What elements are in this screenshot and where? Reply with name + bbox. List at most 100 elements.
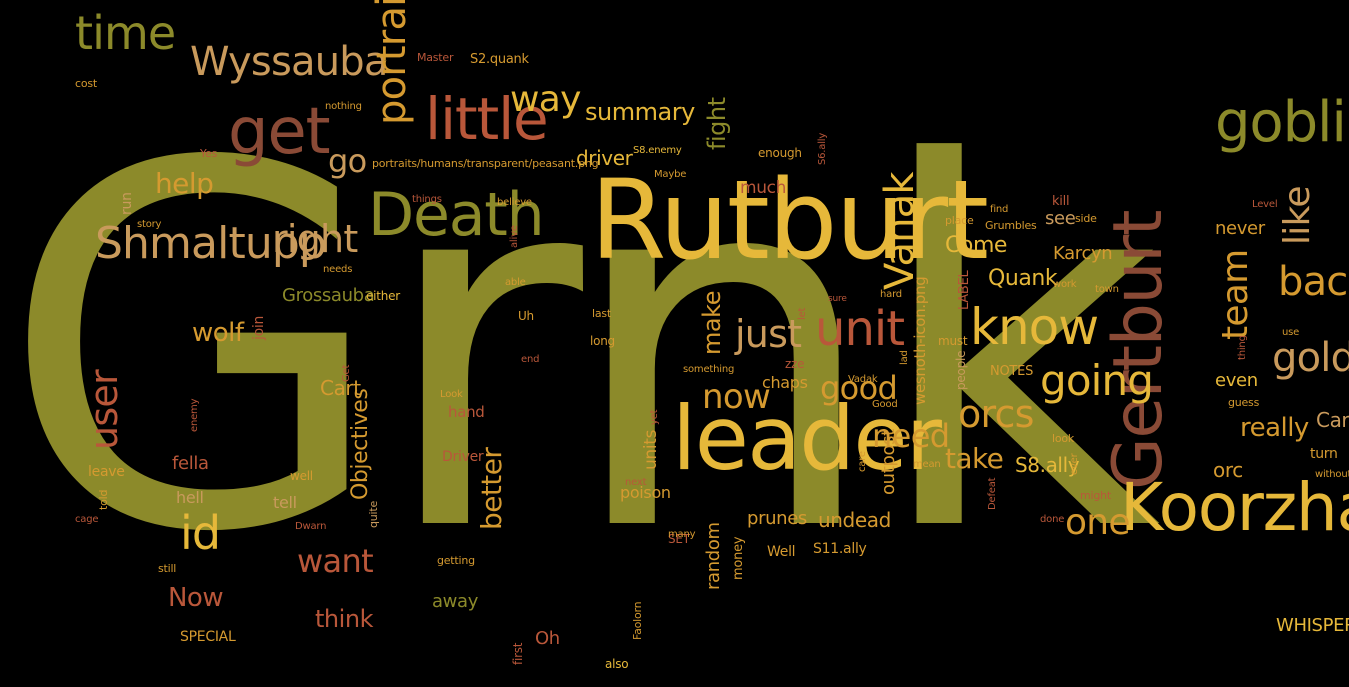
cloud-word: portrait [369, 0, 415, 125]
cloud-word: Uh [518, 309, 534, 323]
cloud-word: people [954, 350, 968, 390]
cloud-word: undead [818, 508, 891, 532]
cloud-word: Death [368, 180, 545, 250]
cloud-word: Maybe [654, 169, 687, 180]
cloud-word: Dwarn [295, 521, 327, 532]
cloud-word: tell [273, 493, 297, 512]
cloud-word: back [1278, 259, 1349, 305]
cloud-word: portraits/humans/transparent/peasant.png [372, 157, 599, 170]
cloud-word: LABEL [957, 270, 972, 310]
cloud-word: Oh [535, 628, 560, 649]
cloud-word: enemy [189, 398, 200, 432]
cloud-word: join [251, 315, 267, 340]
cloud-word: Grossauba [282, 285, 375, 306]
cloud-word: needs [323, 264, 353, 275]
cloud-word: Master [417, 51, 454, 64]
cloud-word: Look [440, 389, 463, 400]
cloud-word: sure [828, 294, 847, 304]
cloud-word: zze [785, 357, 805, 371]
cloud-word: turn [1310, 446, 1338, 462]
cloud-word: never [1215, 218, 1265, 239]
cloud-word: look [1052, 432, 1075, 445]
cloud-word: Karcyn [1053, 243, 1113, 264]
cloud-word: Now [168, 583, 224, 613]
cloud-word: without [1315, 469, 1349, 480]
cloud-word: run [119, 192, 135, 215]
cloud-word: kill [1052, 194, 1070, 209]
cloud-word: might [1080, 489, 1111, 502]
cloud-word: need [872, 417, 950, 455]
cloud-word: Good [872, 399, 898, 410]
cloud-word: end [521, 354, 540, 365]
cloud-word: much [740, 178, 787, 198]
cloud-word: get [228, 95, 331, 169]
cloud-word: S8.enemy [633, 145, 682, 156]
cloud-word: long [590, 334, 615, 348]
cloud-word: think [315, 605, 373, 633]
cloud-word: believe [497, 197, 532, 208]
cloud-word: hell [176, 488, 204, 507]
cloud-word: find [990, 204, 1009, 215]
cloud-word: fella [172, 453, 209, 474]
cloud-word: go [328, 142, 367, 180]
cloud-word: Wyssauba [190, 39, 388, 85]
cloud-word: really [1240, 413, 1309, 443]
cloud-word: work [1053, 279, 1077, 290]
cloud-word: team [1215, 249, 1256, 340]
cloud-word: Level [1252, 199, 1278, 210]
cloud-word: hand [448, 403, 485, 421]
cloud-word: done [1040, 514, 1065, 525]
cloud-word: yet [649, 409, 660, 425]
cloud-word: now [702, 377, 771, 417]
cloud-word: Defeat [987, 477, 998, 510]
cloud-word: money [731, 536, 746, 580]
cloud-word: lad [899, 350, 910, 365]
cloud-word: poison [620, 483, 671, 502]
cloud-word: S8.ally [1015, 453, 1080, 477]
cloud-word: know [970, 298, 1099, 356]
cloud-word: little [425, 85, 549, 153]
cloud-word: Shmaltupp [95, 218, 327, 269]
cloud-word: Grumbles [985, 219, 1037, 232]
cloud-word: alive [509, 225, 520, 248]
cloud-word: outpost [878, 429, 899, 495]
cloud-word: Objectives [348, 388, 373, 500]
cloud-word: last [592, 307, 611, 320]
cloud-word: Koorzhar [1120, 469, 1349, 546]
cloud-word: want [297, 542, 374, 580]
cloud-word: like [1277, 186, 1318, 245]
cloud-word: either [366, 289, 400, 303]
cloud-word: chaps [762, 373, 808, 392]
cloud-word: next [625, 477, 647, 488]
cloud-word: ever [1069, 453, 1080, 475]
cloud-word: orc [1213, 458, 1243, 482]
cloud-word: Vadak [848, 374, 878, 385]
cloud-word: right [272, 217, 358, 261]
cloud-word: many [668, 529, 696, 540]
cloud-word: must [938, 334, 968, 348]
cloud-word: Yes [200, 147, 218, 160]
cloud-word: NOTES [990, 364, 1034, 379]
cloud-word: time [75, 6, 176, 60]
cloud-word: something [683, 364, 735, 375]
cloud-word: random [703, 522, 724, 590]
cloud-word: Driver [442, 449, 484, 465]
cloud-word: cage [75, 514, 99, 525]
cloud-word: Come [945, 233, 1008, 258]
cloud-word: one [1065, 502, 1131, 543]
cloud-word: enough [758, 146, 802, 160]
cloud-word: Faolorn [631, 601, 644, 640]
cloud-word: goblin [1215, 90, 1349, 155]
cloud-word: S11.ally [813, 541, 867, 557]
cloud-word: told [97, 489, 110, 510]
cloud-word: Cart [320, 376, 361, 400]
cloud-word: help [155, 167, 214, 200]
cloud-word: able [505, 277, 526, 288]
cloud-word: leave [88, 464, 125, 480]
cloud-word: use [1282, 327, 1300, 338]
cloud-word: way [510, 79, 581, 120]
cloud-word: Vanak [877, 172, 923, 290]
cloud-word: story [137, 219, 162, 230]
cloud-word: place [945, 214, 974, 227]
